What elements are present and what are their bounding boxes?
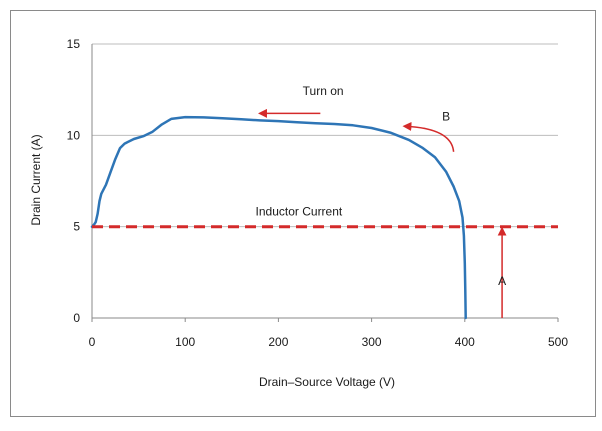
grid-lines (92, 43, 558, 228)
outer-frame (10, 10, 596, 417)
series (90, 115, 558, 320)
y-tick-label-5: 5 (73, 220, 80, 234)
x-tick-label-100: 100 (175, 335, 195, 349)
annotation-a: A (498, 274, 506, 288)
y-tick-label-10: 10 (67, 128, 81, 142)
axes (91, 44, 559, 322)
annotation-inductor-current: Inductor Current (256, 205, 343, 219)
x-tick-label-500: 500 (548, 335, 568, 349)
tick-labels: 0 100 200 300 400 500 0 5 10 15 (67, 37, 569, 349)
y-tick-label-15: 15 (67, 37, 81, 51)
x-tick-label-300: 300 (362, 335, 382, 349)
arrows (257, 108, 507, 318)
drain-current-curve (90, 115, 467, 320)
annotation-b: B (442, 110, 450, 124)
x-tick-label-0: 0 (89, 335, 96, 349)
x-axis-title: Drain–Source Voltage (V) (259, 375, 395, 389)
annotations: Inductor Current Turn on B A (256, 84, 507, 288)
x-tick-label-200: 200 (268, 335, 288, 349)
b-curved-arrow (402, 122, 455, 152)
y-tick-label-0: 0 (73, 311, 80, 325)
x-tick-label-400: 400 (455, 335, 475, 349)
y-axis-title: Drain Current (A) (29, 134, 43, 225)
annotation-turn-on: Turn on (303, 84, 344, 98)
